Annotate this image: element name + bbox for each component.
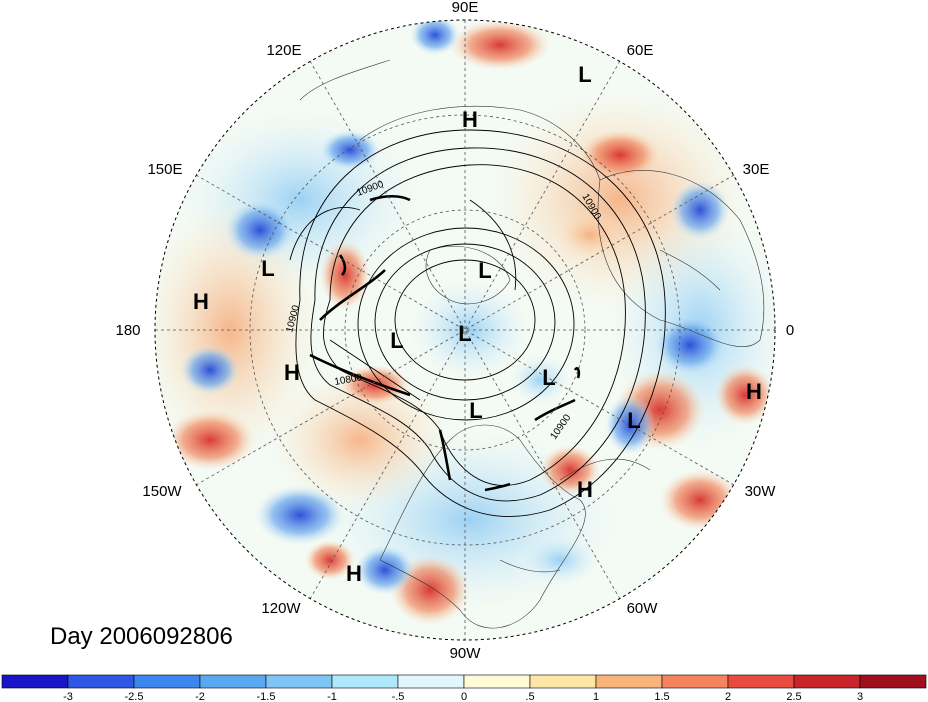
lon-150w: 150W [142,483,182,500]
coastlines [299,59,765,629]
center-label: L [458,321,471,346]
jet-streaks [309,194,581,492]
colorbar-swatch [529,674,597,689]
lon-90e: 90E [452,0,479,16]
colorbar: -3 -2.5 -2 -1.5 -1 -.5 0 .5 1 1.5 2 2.5 3 [1,674,927,702]
contour-label: 10800 [334,372,364,388]
center-label: L [478,258,491,283]
colorbar-swatch [661,674,729,689]
lon-60e: 60E [627,42,654,59]
lon-30w: 30W [745,483,777,500]
center-label: H [462,107,478,132]
colorbar-tick-label: -2 [195,691,205,702]
lon-30e: 30E [743,161,770,178]
height-contours [289,129,666,517]
colorbar-tick-label: 1.5 [654,691,669,702]
map-boundary [154,19,776,641]
day-title: Day 2006092806 [50,623,233,650]
colorbar-tick-label: 2.5 [786,691,801,702]
center-label: L [578,62,591,87]
colorbar-tick-label: 0 [461,691,467,702]
lon-60w: 60W [627,600,659,617]
center-label: L [627,408,640,433]
colorbar-tick-label: -2.5 [125,691,144,702]
colorbar-tick-label: -3 [63,691,73,702]
colorbar-swatch [67,674,135,689]
graticule [155,20,775,640]
colorbar-tick-label: -1 [327,691,337,702]
colorbar-swatch [1,674,69,689]
lon-120w: 120W [261,600,301,617]
colorbar-swatch [595,674,663,689]
colorbar-swatch [199,674,267,689]
colorbar-swatch [265,674,333,689]
colorbar-tick-label: 3 [857,691,863,702]
lon-180: 180 [115,322,140,339]
colorbar-swatch [331,674,399,689]
colorbar-tick-label: -.5 [392,691,405,702]
colorbar-tick-label: -1.5 [257,691,276,702]
colorbar-tick-label: 1 [593,691,599,702]
colorbar-swatch [727,674,795,689]
pressure-centers: L H L H L L L L H L L H H H [193,62,762,586]
center-label: L [542,365,555,390]
lon-120e: 120E [266,42,301,59]
colorbar-swatch [397,674,465,689]
lon-90w: 90W [450,645,482,662]
center-label: H [284,360,300,385]
center-label: L [469,398,482,423]
lon-0: 0 [786,322,794,339]
colorbar-swatch [793,674,861,689]
longitude-labels: 90E 60E 30E 0 30W 60W 90W 120W 150W 180 … [115,0,794,662]
colorbar-tick-label: .5 [525,691,534,702]
colorbar-swatch [133,674,201,689]
colorbar-swatch [859,674,927,689]
center-label: H [746,379,762,404]
lon-150e: 150E [147,161,182,178]
center-label: H [577,477,593,502]
center-label: L [261,256,274,281]
center-label: H [193,289,209,314]
center-label: L [390,328,403,353]
colorbar-tick-label: 2 [725,691,731,702]
center-label: H [346,561,362,586]
colorbar-swatch [463,674,531,689]
